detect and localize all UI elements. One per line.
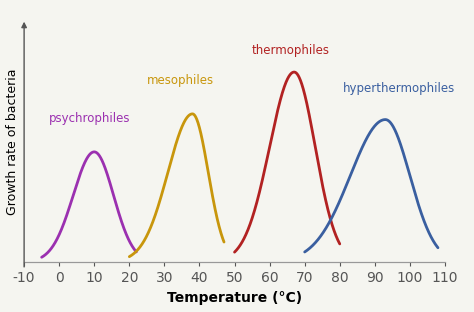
- Text: mesophiles: mesophiles: [147, 74, 214, 87]
- Y-axis label: Growth rate of bacteria: Growth rate of bacteria: [6, 68, 18, 215]
- X-axis label: Temperature (°C): Temperature (°C): [167, 291, 302, 305]
- Text: hyperthermophiles: hyperthermophiles: [343, 82, 456, 95]
- Text: thermophiles: thermophiles: [252, 44, 330, 57]
- Text: psychrophiles: psychrophiles: [49, 112, 130, 125]
